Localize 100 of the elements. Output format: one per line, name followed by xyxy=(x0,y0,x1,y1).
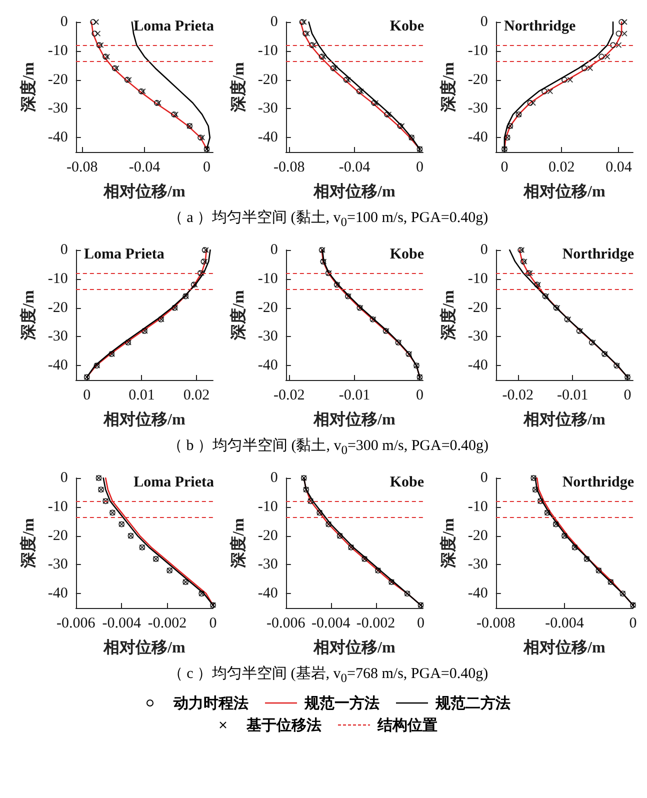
point xyxy=(371,100,377,106)
chart-title: Northridge xyxy=(562,246,634,262)
y-tick-label: -20 xyxy=(258,300,278,316)
y-axis-title: 深度/m xyxy=(438,517,458,569)
y-tick-label: -10 xyxy=(468,42,488,59)
y-tick-label: -40 xyxy=(48,586,68,602)
y-tick-label: -20 xyxy=(258,528,278,544)
y-axis-title: 深度/m xyxy=(438,289,458,341)
y-tick-label: -20 xyxy=(468,72,488,88)
x-tick-label: 0 xyxy=(209,616,217,632)
x-tick-label: -0.08 xyxy=(274,160,305,176)
x-tick-label: -0.08 xyxy=(66,160,98,176)
y-axis-title: 深度/m xyxy=(18,61,38,113)
x-tick-label: -0.02 xyxy=(502,388,534,404)
chart-title: Northridge xyxy=(562,474,634,490)
x-tick-label: 0 xyxy=(416,388,424,404)
point xyxy=(93,19,100,25)
x-tick-label: 0.02 xyxy=(183,388,210,404)
y-tick-label: 0 xyxy=(270,14,278,30)
legend-label: 基于位移法 xyxy=(246,716,322,734)
x-tick-label: -0.01 xyxy=(557,388,588,404)
y-tick-label: 0 xyxy=(60,470,68,486)
chart-title: Northridge xyxy=(504,18,576,34)
y-tick-label: -40 xyxy=(48,358,68,374)
text: （ b ）均匀半空间 (黏土, v$_{0}$=300 m/s, PGA=0.40g) xyxy=(167,438,489,457)
point xyxy=(154,100,160,106)
y-tick-label: -40 xyxy=(258,358,278,374)
legend-label: 结构位置 xyxy=(378,716,438,734)
x-axis-title: 相对位移/m xyxy=(102,410,186,428)
y-tick-label: -10 xyxy=(258,498,278,515)
y-tick-label: -40 xyxy=(468,358,488,374)
x-tick-label: -0.04 xyxy=(128,160,161,176)
y-axis-title: 深度/m xyxy=(228,61,248,113)
point xyxy=(358,88,364,94)
x-tick-label: -0.004 xyxy=(102,616,142,632)
text: （ a ）均匀半空间 (黏土, v$_{0}$=100 m/s, PGA=0.40g) xyxy=(168,210,488,229)
x-tick-label: -0.01 xyxy=(338,388,370,404)
y-tick-label: -10 xyxy=(48,270,68,287)
x-tick-label: -0.002 xyxy=(356,616,396,632)
x-tick-label: 0 xyxy=(500,160,508,176)
y-tick-label: -10 xyxy=(468,270,488,287)
y-tick-label: -40 xyxy=(468,586,488,602)
y-tick-label: -40 xyxy=(258,130,278,146)
point xyxy=(94,30,101,37)
legend-label: 动力时程法 xyxy=(174,694,248,712)
y-tick-label: -20 xyxy=(48,300,68,316)
x-axis-title: 相对位移/m xyxy=(102,638,186,656)
chart-title: Loma Prieta xyxy=(84,246,165,262)
y-tick-label: 0 xyxy=(270,242,278,258)
y-tick-label: -20 xyxy=(48,72,68,88)
point xyxy=(156,100,162,106)
x-tick-label: -0.004 xyxy=(311,616,351,632)
y-tick-label: -20 xyxy=(468,300,488,316)
y-tick-label: 0 xyxy=(480,14,488,30)
point xyxy=(356,88,362,94)
point xyxy=(618,19,625,25)
y-tick-label: -30 xyxy=(48,100,68,117)
x-axis-title: 相对位移/m xyxy=(522,638,606,656)
x-axis-title: 相对位移/m xyxy=(522,410,606,428)
point xyxy=(621,19,628,25)
x-axis-title: 相对位移/m xyxy=(312,182,396,200)
point xyxy=(530,100,536,106)
x-axis-title: 相对位移/m xyxy=(312,638,396,656)
x-tick-label: 0.04 xyxy=(606,160,632,176)
y-tick-label: -20 xyxy=(258,72,278,88)
x-tick-label: -0.006 xyxy=(56,616,96,632)
point xyxy=(90,19,96,25)
point xyxy=(171,111,177,118)
point xyxy=(310,42,317,48)
y-tick-label: -40 xyxy=(258,586,278,602)
point xyxy=(104,54,110,60)
x-tick-label: -0.006 xyxy=(266,616,306,632)
point xyxy=(302,30,308,37)
x-tick-label: -0.04 xyxy=(338,160,371,176)
y-tick-label: -30 xyxy=(48,328,68,345)
y-tick-label: -40 xyxy=(468,130,488,146)
x-axis-title: 相对位移/m xyxy=(522,182,606,200)
y-tick-label: -30 xyxy=(258,100,278,117)
point xyxy=(199,134,206,141)
y-tick-label: 0 xyxy=(270,470,278,486)
point xyxy=(372,100,379,106)
y-tick-label: 0 xyxy=(60,14,68,30)
y-tick-label: -30 xyxy=(468,100,488,117)
y-axis-title: 深度/m xyxy=(18,517,38,569)
y-tick-label: 0 xyxy=(60,242,68,258)
point xyxy=(102,54,108,60)
y-tick-label: -10 xyxy=(48,42,68,59)
text: （ c ）均匀半空间 (基岩, v$_{0}$=768 m/s, PGA=0.40g) xyxy=(168,666,488,685)
y-tick-label: -10 xyxy=(258,42,278,59)
point xyxy=(172,111,179,118)
legend-label: 规范一方法 xyxy=(304,694,380,712)
point xyxy=(198,134,204,141)
x-tick-label: 0 xyxy=(83,388,91,404)
x-tick-label: 0 xyxy=(417,616,424,632)
chart-title: Kobe xyxy=(390,246,424,262)
chart-title: Loma Prieta xyxy=(134,18,214,34)
x-tick-label: 0 xyxy=(416,160,424,176)
y-tick-label: -40 xyxy=(48,130,68,146)
y-tick-label: -20 xyxy=(48,528,68,544)
point xyxy=(309,42,315,48)
